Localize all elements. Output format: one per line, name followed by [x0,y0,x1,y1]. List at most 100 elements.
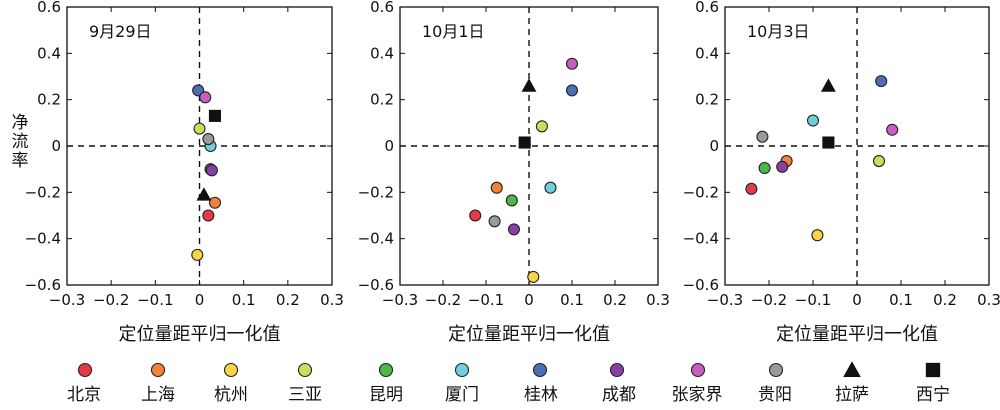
point-三亚 [193,122,206,135]
y-tick-label: 0.6 [695,0,719,16]
point-昆明 [505,194,518,207]
legend-marker-上海 [150,362,166,378]
point-贵阳 [488,215,501,228]
legend-marker-杭州 [223,362,239,378]
point-上海 [490,181,503,194]
legend-marker-张家界 [690,362,706,378]
y-tick-label: −0.2 [358,183,394,201]
point-拉萨 [820,78,836,92]
y-tick-label: 0.4 [695,44,719,62]
point-拉萨 [196,187,212,201]
point-成都 [507,223,521,236]
y-tick-label: −0.2 [25,183,61,201]
y-tick-label: 0 [51,137,61,155]
legend-label: 三亚 [288,385,322,405]
y-tick-label: 0.2 [695,91,719,109]
y-tick-label: 0.6 [37,0,61,16]
y-tick-label: 0.2 [37,91,61,109]
point-贵阳 [202,133,215,146]
point-张家界 [565,57,579,70]
point-成都 [776,160,789,173]
y-tick-label: 0 [384,137,394,155]
x-tick-label: −0.2 [93,291,129,309]
legend-label: 张家界 [672,385,723,405]
y-tick-label: 0.4 [37,44,61,62]
y-tick-label: −0.4 [683,230,719,248]
legend-label: 西宁 [916,385,950,405]
y-tick-label: −0.6 [683,276,719,294]
point-北京 [469,209,482,222]
y-tick-label: 0 [709,137,719,155]
legend-label: 上海 [141,385,175,405]
x-axis-label: 定位量距平归一化值 [119,324,281,345]
x-tick-label: 0.2 [603,291,627,309]
legend-marker-厦门 [454,362,470,378]
legend-marker-成都 [609,362,625,378]
point-厦门 [806,114,820,127]
panel-3: −0.3 −0.2 −0.1 0 0.1 0.2 0.3 −0.6 −0.4 −0.2 0 0.2 0.… [683,0,1000,345]
x-tick-label: −0.3 [707,291,743,309]
x-tick-label: −0.3 [49,291,85,309]
point-杭州 [191,248,204,261]
x-tick-label: 0 [195,291,205,309]
x-axis-label: 定位量距平归一化值 [448,324,610,345]
x-tick-label: −0.1 [137,291,173,309]
point-北京 [202,209,215,222]
point-杭州 [811,229,824,242]
y-tick-label: −0.6 [25,276,61,294]
point-张家界 [199,91,212,104]
point-上海 [208,196,222,209]
point-西宁 [518,136,531,149]
point-成都 [205,164,218,177]
legend-label: 厦门 [445,385,479,405]
y-tick-label: 0.4 [370,44,394,62]
legend-label: 昆明 [369,385,403,405]
y-axis-label: 净流率 [12,113,29,171]
y-tick-label: 0.6 [370,0,394,16]
legend-marker-贵阳 [768,362,784,378]
legend-marker-三亚 [297,362,313,378]
legend-label: 贵阳 [758,385,792,405]
y-tick-label: −0.4 [358,230,394,248]
point-北京 [745,182,758,195]
legend-marker-桂林 [532,362,548,378]
x-tick-label: −0.1 [468,291,504,309]
panel-label: 9月29日 [89,22,152,41]
x-tick-label: −0.3 [382,291,418,309]
legend-label: 杭州 [214,385,248,405]
x-tick-label: −0.2 [751,291,787,309]
point-杭州 [527,270,540,283]
legend-marker-北京 [77,362,93,378]
y-tick-label: −0.6 [358,276,394,294]
legend-marker-西宁 [925,362,941,378]
panel-1: −0.3 −0.2 −0.1 0 0.1 0.2 0.3 −0.6 −0.4 −0.2 0 0.2 0.… [25,0,344,345]
panel-label: 10月1日 [422,22,485,41]
legend-marker-拉萨 [843,361,861,378]
x-tick-label: 0.3 [320,291,344,309]
legend-label: 成都 [602,385,636,405]
panel-2: −0.3 −0.2 −0.1 0 0.1 0.2 0.3 −0.6 −0.4 −0.2 0 0.2 0.… [358,0,670,345]
point-厦门 [544,181,557,194]
point-三亚 [535,120,548,133]
point-西宁 [822,136,835,149]
x-axis-label: 定位量距平归一化值 [776,324,938,345]
x-tick-label: 0.3 [977,291,1000,309]
point-张家界 [886,123,899,136]
point-三亚 [872,155,886,168]
y-tick-label: −0.4 [25,230,61,248]
x-tick-label: 0.2 [933,291,957,309]
point-昆明 [758,161,771,175]
y-tick-label: −0.2 [683,183,719,201]
x-tick-label: 0.3 [646,291,670,309]
x-tick-label: 0 [852,291,862,309]
x-tick-label: 0.2 [276,291,300,309]
legend-label: 北京 [67,385,101,405]
legend-label: 拉萨 [835,385,869,405]
point-贵阳 [756,130,769,143]
point-桂林 [875,75,888,88]
x-tick-label: −0.1 [795,291,831,309]
x-tick-label: 0.1 [232,291,256,309]
legend: 北京 上海 杭州 三亚 昆明 厦门 桂林 成都 张家界 贵阳 拉萨 西宁 [67,361,950,405]
point-拉萨 [521,78,537,92]
